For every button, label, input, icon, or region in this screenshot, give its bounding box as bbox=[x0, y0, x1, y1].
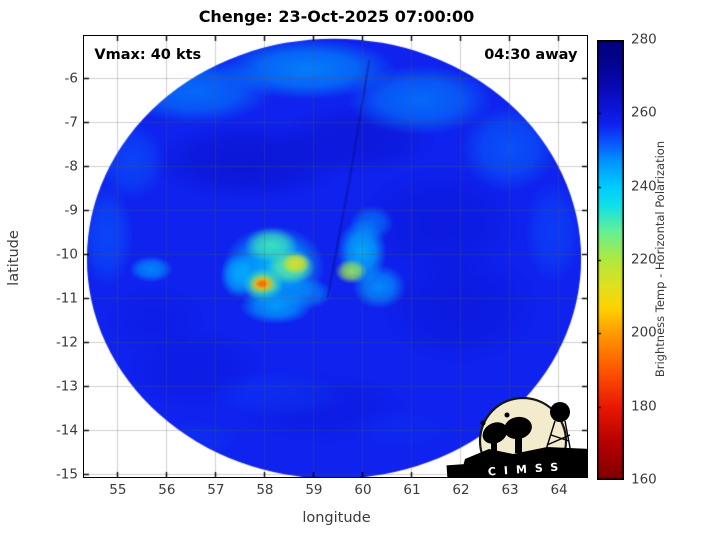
colorbar-tick-label: 220 bbox=[631, 251, 657, 268]
colorbar-tick-label: 180 bbox=[631, 398, 657, 415]
colorbar-tick-label: 240 bbox=[631, 178, 657, 195]
x-tick-label: 57 bbox=[207, 482, 225, 498]
y-tick-label: -8 bbox=[64, 158, 78, 175]
water-tower-ball bbox=[550, 402, 571, 423]
y-tick-label: -10 bbox=[55, 246, 78, 263]
colorbar-tick-label: 260 bbox=[631, 104, 657, 121]
x-tick-label: 55 bbox=[109, 482, 127, 498]
vmax-annotation: Vmax: 40 kts bbox=[94, 47, 202, 64]
colorbar-tick-label: 160 bbox=[631, 471, 657, 488]
x-tick-label: 59 bbox=[305, 482, 323, 498]
colorbar bbox=[597, 40, 624, 480]
x-tick-label: 63 bbox=[501, 482, 519, 498]
x-tick-label: 60 bbox=[354, 482, 372, 498]
y-tick-label: -6 bbox=[64, 70, 78, 87]
plot-title: Chenge: 23-Oct-2025 07:00:00 bbox=[198, 7, 475, 26]
x-tick-label: 64 bbox=[550, 482, 568, 498]
x-tick-label: 58 bbox=[256, 482, 274, 498]
plot-area: Vmax: 40 kts 04:30 away bbox=[83, 35, 589, 479]
eta-annotation: 04:30 away bbox=[484, 47, 578, 64]
x-axis-label: longitude bbox=[302, 510, 371, 526]
y-tick-label: -11 bbox=[55, 290, 78, 307]
y-tick-label: -14 bbox=[55, 422, 78, 439]
cimss-text: CIMSS bbox=[487, 460, 567, 479]
x-tick-label: 56 bbox=[158, 482, 176, 498]
y-tick-label: -13 bbox=[55, 378, 78, 395]
y-tick-label: -9 bbox=[64, 202, 78, 219]
cimss-logo: CIMSS bbox=[446, 397, 588, 479]
colorbar-tick-label: 200 bbox=[631, 324, 657, 341]
satellite-dishes-icon bbox=[480, 412, 533, 456]
y-tick-label: -15 bbox=[55, 466, 78, 483]
y-tick-label: -12 bbox=[55, 334, 78, 351]
y-axis-label: latitude bbox=[6, 230, 22, 286]
y-tick-label: -7 bbox=[64, 114, 78, 131]
x-tick-label: 62 bbox=[452, 482, 470, 498]
x-tick-label: 61 bbox=[403, 482, 421, 498]
colorbar-tick-label: 280 bbox=[631, 31, 657, 48]
